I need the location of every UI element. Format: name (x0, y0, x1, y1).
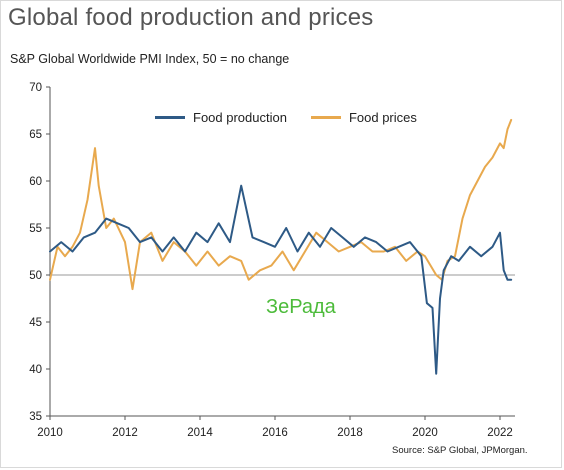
x-tick-label: 2018 (337, 427, 363, 439)
chart-subtitle: S&P Global Worldwide PMI Index, 50 = no … (10, 52, 290, 66)
x-tick-label: 2014 (187, 427, 213, 439)
legend-swatch-food-production (155, 116, 185, 119)
series-line-food-prices (49, 118, 513, 291)
x-tick-label: 2012 (112, 427, 138, 439)
x-tick-label: 2022 (487, 427, 513, 439)
legend-item-food-prices: Food prices (310, 110, 417, 125)
y-tick-label: 60 (29, 176, 42, 188)
y-tick-label: 70 (29, 82, 42, 94)
legend-swatch-food-prices (310, 116, 341, 119)
y-tick-label: 35 (29, 411, 42, 423)
watermark-text: ЗеРада (266, 296, 336, 318)
y-tick-label: 50 (29, 270, 42, 282)
y-tick-label: 55 (29, 223, 42, 235)
x-tick-label: 2016 (262, 427, 288, 439)
chart-source: Source: S&P Global, JPMorgan. (392, 445, 528, 456)
legend-label-food-prices: Food prices (348, 110, 417, 125)
legend-item-food-production: Food production (155, 110, 287, 125)
y-tick-label: 40 (29, 364, 42, 376)
x-tick-label: 2020 (412, 427, 438, 439)
chart-title: Global food production and prices (8, 4, 374, 31)
y-tick-label: 65 (29, 129, 42, 141)
chart-legend: Food production Food prices (155, 110, 417, 125)
series-line-food-production (49, 184, 513, 375)
y-tick-label: 45 (29, 317, 42, 329)
legend-label-food-production: Food production (193, 110, 287, 125)
x-tick-label: 2010 (37, 427, 63, 439)
